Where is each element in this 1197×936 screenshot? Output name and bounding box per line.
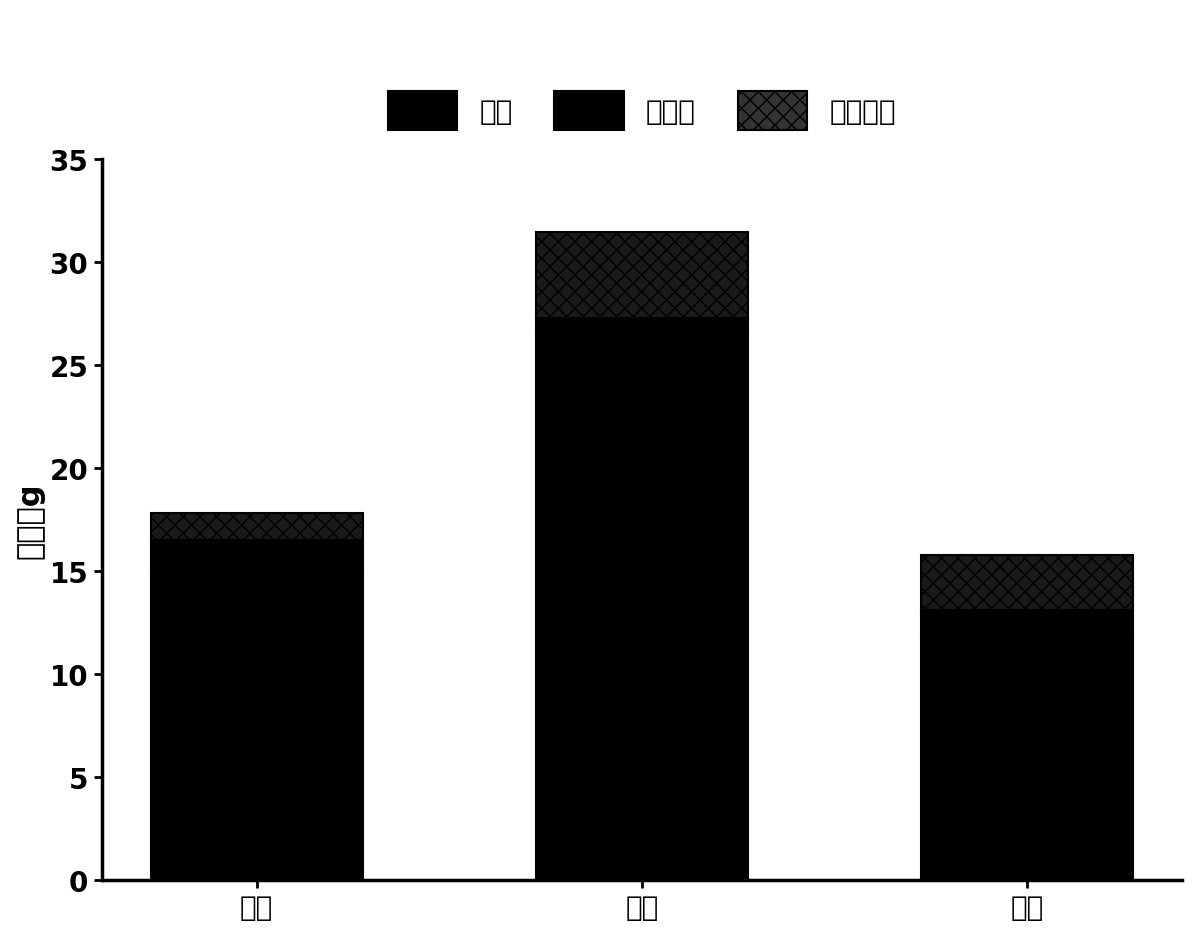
Bar [536,335,748,880]
Bar [536,318,748,335]
Bar [920,633,1132,880]
Bar [151,541,363,572]
Bar [920,610,1132,633]
Bar [920,555,1132,610]
Bar [536,232,748,318]
Bar [151,572,363,880]
Y-axis label: 质量／g: 质量／g [16,482,44,558]
Legend: 木糖, 葡萄糖, 阿拉伯糖: 木糖, 葡萄糖, 阿拉伯糖 [377,80,907,142]
Bar [151,514,363,541]
